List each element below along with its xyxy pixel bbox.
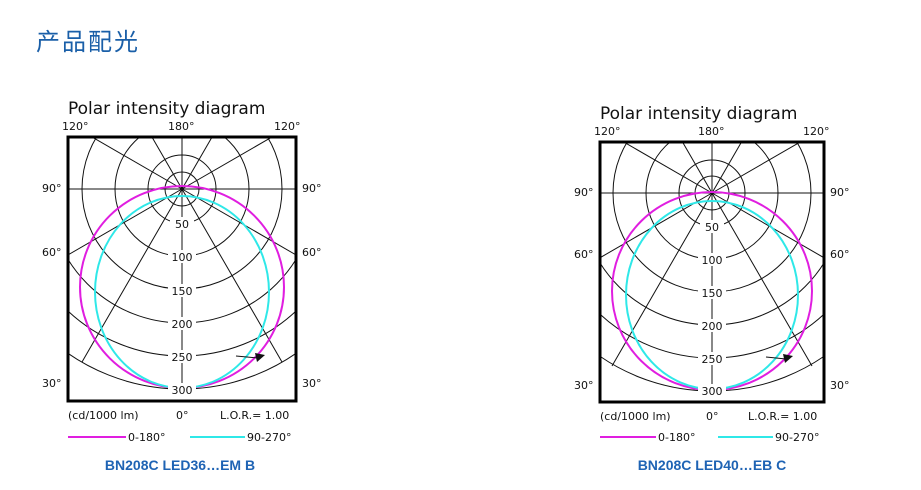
- diagram-title: Polar intensity diagram: [68, 99, 265, 119]
- angle-label-left-90: 90°: [42, 182, 62, 195]
- radial-label-200: 200: [172, 318, 193, 331]
- angle-label-top-left: 120°: [594, 125, 621, 138]
- page-title: 产品配光: [36, 28, 140, 56]
- angle-label-left-30: 30°: [574, 379, 594, 392]
- radial-label-200: 200: [702, 320, 723, 333]
- legend-label-0-180: 0-180°: [128, 431, 165, 444]
- angle-label-right-30: 30°: [830, 379, 850, 392]
- diagram-caption: BN208C LED36…EM B: [104, 457, 256, 473]
- radial-label-50: 50: [705, 221, 719, 234]
- radial-label-50: 50: [175, 218, 189, 231]
- angle-label-top-left: 120°: [62, 120, 89, 133]
- angle-label-left-90: 90°: [574, 186, 594, 199]
- arrow-icon: [783, 354, 793, 363]
- angle-label-left-30: 30°: [42, 377, 62, 390]
- polar-diagram-2: Polar intensity diagram 120° 180° 120° 9…: [532, 0, 852, 490]
- radial-label-300: 300: [702, 385, 723, 398]
- polar-svg-1: Polar intensity diagram 120° 180° 120° 9…: [42, 99, 322, 444]
- angle-label-right-30: 30°: [302, 377, 322, 390]
- angle-label-right-60: 60°: [302, 246, 322, 259]
- diagram-frame: [66, 135, 298, 403]
- angle-label-top-center: 180°: [698, 125, 725, 138]
- radial-label-250: 250: [702, 353, 723, 366]
- angle-label-right-90: 90°: [302, 182, 322, 195]
- radial-label-150: 150: [702, 287, 723, 300]
- angle-label-top-right: 120°: [274, 120, 301, 133]
- angle-label-top-right: 120°: [803, 125, 830, 138]
- diagram-frame: [598, 140, 826, 404]
- radial-label-250: 250: [172, 351, 193, 364]
- radial-label-100: 100: [702, 254, 723, 267]
- unit-label: (cd/1000 lm): [68, 409, 139, 422]
- radial-label-300: 300: [172, 384, 193, 397]
- zero-angle-label: 0°: [176, 409, 189, 422]
- angle-label-left-60: 60°: [42, 246, 62, 259]
- diagram-title: Polar intensity diagram: [600, 104, 797, 124]
- legend-label-90-270: 90-270°: [775, 431, 819, 444]
- lor-label: L.O.R.= 1.00: [220, 409, 289, 422]
- angle-label-right-60: 60°: [830, 248, 850, 261]
- angle-label-top-center: 180°: [168, 120, 195, 133]
- lor-label: L.O.R.= 1.00: [748, 410, 817, 423]
- radial-label-150: 150: [172, 285, 193, 298]
- diagram-caption: BN208C LED40…EB C: [637, 457, 787, 473]
- legend-label-90-270: 90-270°: [247, 431, 291, 444]
- arrow-icon: [255, 353, 265, 362]
- angle-label-right-90: 90°: [830, 186, 850, 199]
- radial-label-100: 100: [172, 251, 193, 264]
- polar-grid: [600, 142, 824, 393]
- unit-label: (cd/1000 lm): [600, 410, 671, 423]
- radial-labels: 50 100 150 200 250 300: [168, 217, 196, 397]
- angle-label-left-60: 60°: [574, 248, 594, 261]
- polar-diagram-1: Polar intensity diagram 120° 180° 120° 9…: [0, 0, 322, 490]
- radial-labels: 50 100 150 200 250 300: [698, 220, 726, 398]
- polar-svg-2: Polar intensity diagram 120° 180° 120° 9…: [574, 104, 850, 444]
- legend-label-0-180: 0-180°: [658, 431, 695, 444]
- zero-angle-label: 0°: [706, 410, 719, 423]
